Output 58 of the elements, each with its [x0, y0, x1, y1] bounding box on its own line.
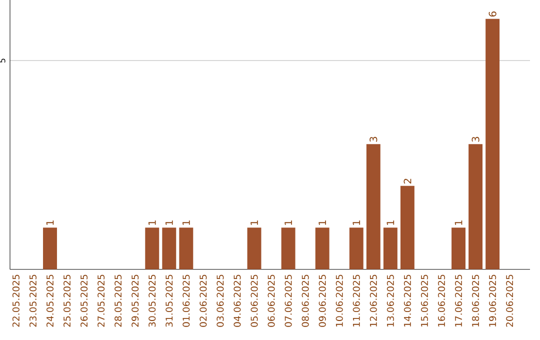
x-tick-label: 12.06.2025 — [370, 274, 377, 326]
x-tick-label: 26.05.2025 — [80, 274, 88, 327]
x-tick-label: 23.05.2025 — [29, 274, 36, 327]
bar — [43, 228, 57, 270]
x-tick-label: 16.06.2025 — [438, 274, 446, 326]
data-label: 1 — [318, 220, 326, 225]
data-label: 2 — [404, 178, 412, 184]
x-tick-label: 01.06.2025 — [182, 274, 190, 327]
bar — [315, 228, 330, 270]
bar — [400, 186, 414, 270]
x-tick-label: 06.06.2025 — [268, 274, 275, 327]
x-tick-label: 08.06.2025 — [302, 274, 309, 327]
data-label: 1 — [182, 220, 190, 225]
bar — [247, 228, 262, 270]
data-label: 1 — [46, 220, 54, 225]
data-label: 1 — [148, 220, 156, 225]
x-tick-label: 04.06.2025 — [234, 274, 241, 327]
bar — [162, 228, 176, 270]
x-tick-label: 25.05.2025 — [64, 274, 71, 327]
bar — [383, 228, 398, 270]
x-tick-label: 20.06.2025 — [506, 274, 514, 327]
x-tick-label: 11.06.2025 — [352, 274, 360, 326]
x-tick-label: 10.06.2025 — [336, 274, 343, 326]
x-tick-label: 30.05.2025 — [148, 274, 156, 327]
data-label: 6 — [488, 11, 496, 17]
data-label: 1 — [166, 220, 173, 225]
x-tick-label: 14.06.2025 — [404, 274, 411, 326]
bar — [468, 144, 483, 270]
bar — [145, 228, 160, 270]
x-tick-label: 17.06.2025 — [454, 274, 462, 326]
x-tick-label: 31.05.2025 — [166, 274, 173, 327]
data-label: 3 — [472, 136, 480, 142]
x-tick-label: 05.06.2025 — [250, 274, 258, 327]
bar — [179, 228, 194, 270]
x-tick-label: 18.06.2025 — [472, 274, 480, 326]
data-label: 1 — [454, 220, 462, 225]
data-label: 1 — [386, 220, 394, 225]
data-label: 1 — [352, 220, 360, 225]
x-tick-label: 03.06.2025 — [216, 274, 224, 327]
x-tick-label: 22.05.2025 — [12, 274, 20, 327]
x-tick-label: 07.06.2025 — [284, 274, 292, 327]
x-tick-label: 15.06.2025 — [420, 274, 428, 326]
x-tick-label: 09.06.2025 — [318, 274, 326, 327]
data-label: 3 — [370, 136, 378, 142]
x-tick-label: 27.05.2025 — [98, 274, 105, 327]
bar — [281, 228, 296, 270]
x-tick-label: 24.05.2025 — [46, 274, 54, 327]
x-tick-label: 02.06.2025 — [200, 274, 207, 327]
bar — [486, 18, 500, 270]
bar — [349, 228, 364, 270]
data-label: 1 — [284, 220, 292, 225]
x-tick-label: 19.06.2025 — [489, 274, 496, 326]
x-tick-label: 28.05.2025 — [114, 274, 122, 327]
x-tick-label: 29.05.2025 — [132, 274, 139, 327]
data-label: 1 — [250, 220, 258, 225]
bar — [366, 144, 380, 270]
bar — [452, 228, 466, 270]
x-tick-label: 13.06.2025 — [386, 274, 394, 326]
